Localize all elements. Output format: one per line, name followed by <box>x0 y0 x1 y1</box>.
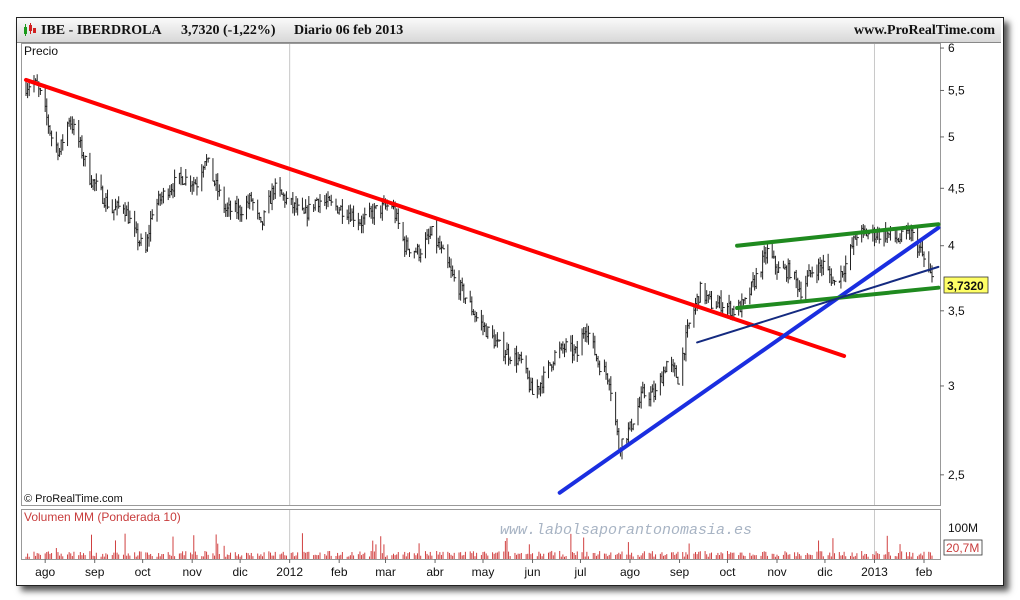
time-tick-label: dic <box>817 565 832 579</box>
time-tick-label: 2013 <box>861 565 888 579</box>
price-bars <box>25 74 934 460</box>
volume-panel-label: Volumen MM (Ponderada 10) <box>24 510 181 524</box>
price-tick-label: 2,5 <box>948 468 965 482</box>
price-tick-label: 4 <box>948 239 955 253</box>
symbol-title: IBE - IBERDROLA <box>41 23 162 38</box>
time-tick-label: jun <box>524 565 541 579</box>
copyright-label: © ProRealTime.com <box>24 493 123 505</box>
last-volume-box <box>943 539 983 556</box>
time-tick-label: mar <box>375 565 396 579</box>
quote-value: 3,7320 (-1,22%) <box>181 23 276 38</box>
price-panel-label: Precio <box>24 44 58 58</box>
time-tick-label: sep <box>85 565 105 579</box>
time-tick-label: nov <box>767 565 786 579</box>
last-price-label: 3,7320 <box>947 279 984 293</box>
downtrend-trendline <box>24 77 847 359</box>
time-tick-label: feb <box>916 565 933 579</box>
time-tick-label: oct <box>719 565 736 579</box>
volume-bars <box>25 533 933 559</box>
price-tick-label: 5 <box>948 130 955 144</box>
volume-tick-label: 100M <box>948 521 978 535</box>
title-bar: IBE - IBERDROLA 3,7320 (-1,22%) Diario 0… <box>17 18 1001 43</box>
time-tick-label: ago <box>620 565 640 579</box>
time-tick-label: abr <box>426 565 443 579</box>
price-axis: 2,5 3 3,5 4 4,5 5 5,5 6 <box>940 41 965 482</box>
time-tick-label: oct <box>135 565 152 579</box>
time-tick-label: nov <box>183 565 202 579</box>
site-link[interactable]: www.ProRealTime.com <box>853 23 995 38</box>
uptrend-trendline <box>557 225 941 495</box>
chart-frame <box>16 17 1004 586</box>
volume-panel-border <box>21 509 941 560</box>
time-tick-label: sep <box>670 565 690 579</box>
price-tick-label: 4,5 <box>948 181 965 195</box>
price-tick-label: 5,5 <box>948 83 965 97</box>
time-tick-label: ago <box>35 565 55 579</box>
price-panel-border <box>21 43 941 506</box>
time-tick-label: 2012 <box>276 565 303 579</box>
channel-top-trendline <box>735 222 941 248</box>
support-trendline <box>696 265 940 344</box>
time-tick-label: dic <box>232 565 247 579</box>
last-price-box <box>943 276 989 294</box>
watermark-text: www.labolsaporantonomasia.es <box>500 522 752 539</box>
price-tick-label: 6 <box>948 41 955 55</box>
time-axis: ago sep oct nov dic 2012 feb mar abr may jun jul ago… <box>35 559 933 579</box>
candlestick-logo-icon <box>24 23 36 36</box>
price-tick-label: 3,5 <box>948 304 965 318</box>
period-date: Diario 06 feb 2013 <box>294 23 404 38</box>
trendlines <box>24 77 941 495</box>
time-tick-label: jul <box>573 565 586 579</box>
price-tick-label: 3 <box>948 379 955 393</box>
time-tick-label: feb <box>331 565 348 579</box>
last-volume-label: 20,7M <box>946 541 979 555</box>
time-tick-label: may <box>472 565 495 579</box>
